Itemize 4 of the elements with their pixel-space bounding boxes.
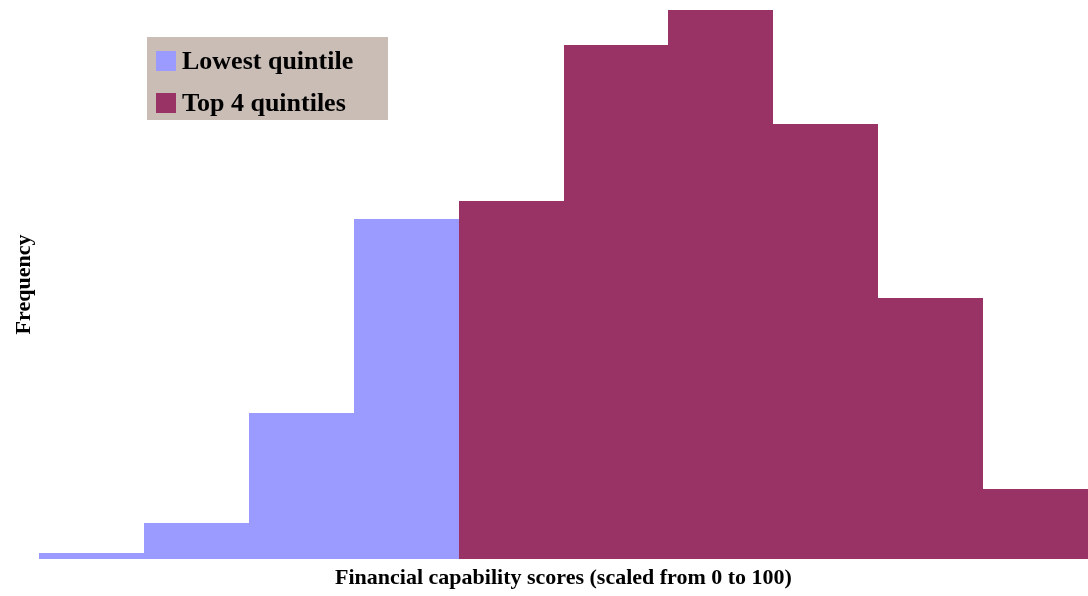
y-axis-title: Frequency xyxy=(10,234,35,335)
x-axis-title: Financial capability scores (scaled from 0 to 100) xyxy=(335,564,792,589)
legend-label: Lowest quintile xyxy=(182,46,354,75)
legend-label: Top 4 quintiles xyxy=(182,88,346,117)
